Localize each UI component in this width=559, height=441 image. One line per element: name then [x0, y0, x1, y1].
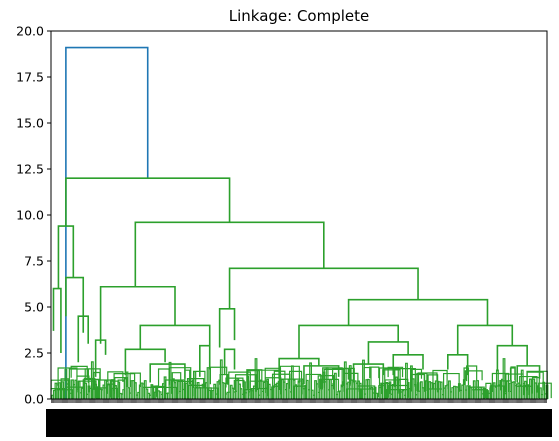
dendrogram-merge-link — [298, 324, 399, 359]
y-tick-label: 20.0 — [16, 24, 44, 39]
dendrogram-links — [52, 46, 541, 399]
plot-frame — [50, 30, 548, 400]
dendrogram-merge-link — [124, 348, 166, 376]
dendrogram-merge-link — [199, 344, 211, 377]
dendrogram-merge-link — [65, 177, 231, 227]
dendrogram-merge-link — [65, 276, 85, 333]
dendrogram-merge-link — [347, 298, 489, 326]
dendrogram-merge-link — [228, 267, 419, 309]
x-leaf-ticks — [51, 399, 547, 403]
y-axis: 0.0 2.5 5.0 7.5 10.0 12.5 15.0 17.5 20.0 — [16, 24, 51, 407]
dendrogram-merge-link — [303, 365, 340, 385]
dendrogram-leaf-links — [50, 358, 552, 399]
dendrogram-merge-link — [99, 285, 176, 344]
dendrogram-merge-link — [52, 287, 62, 353]
dendrogram-merge-link — [447, 354, 469, 376]
y-tick-label: 12.5 — [16, 162, 44, 177]
y-tick-label: 10.0 — [16, 208, 44, 223]
y-tick-label: 15.0 — [16, 116, 44, 131]
dendrogram-merge-link — [456, 324, 514, 355]
dendrogram-merge-link — [367, 341, 409, 365]
x-axis-leaf-ticks — [46, 399, 552, 437]
y-tick-label: 0.0 — [24, 392, 44, 407]
dendrogram-merge-link — [223, 348, 236, 376]
x-tick-label-band — [46, 409, 552, 437]
y-tick-label: 17.5 — [16, 70, 44, 85]
dendrogram-merge-link — [139, 324, 211, 350]
dendrogram-merge-link — [218, 308, 236, 348]
dendrogram-merge-link — [496, 344, 528, 372]
dendrogram-leaves — [50, 358, 552, 399]
y-tick-label: 5.0 — [24, 300, 44, 315]
y-tick-label: 7.5 — [24, 254, 44, 269]
dendrogram-merge-link — [77, 315, 89, 363]
chart-title: Linkage: Complete — [229, 7, 370, 25]
dendrogram-merge-link — [392, 354, 424, 376]
dendrogram-merge-link — [134, 221, 325, 287]
dendrogram-merge-link — [57, 225, 75, 289]
dendrogram-merge-link — [94, 339, 107, 377]
y-tick-label: 2.5 — [24, 346, 44, 361]
